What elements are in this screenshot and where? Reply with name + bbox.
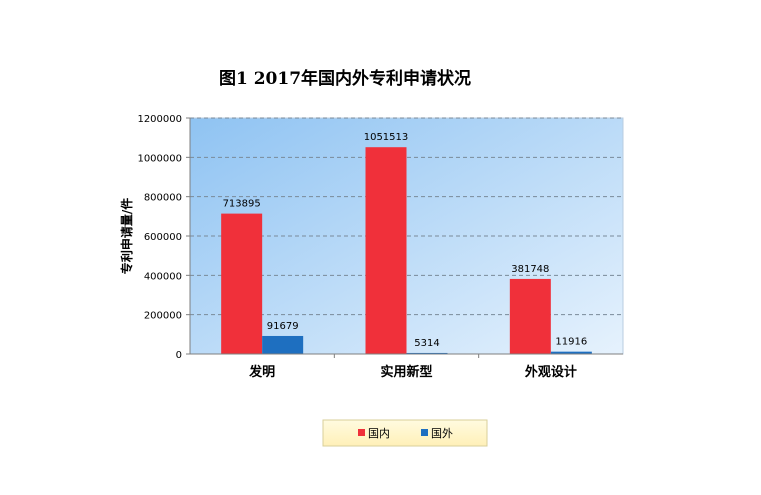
bar-foreign [550, 351, 592, 354]
category-label: 发明 [248, 364, 275, 380]
legend-box [322, 419, 488, 447]
bar-foreign [262, 335, 304, 354]
chart-title: 图1 2017年国内外专利申请状况 [219, 68, 471, 89]
category-label: 实用新型 [380, 364, 432, 380]
y-axis-label: 专利申请量/件 [119, 198, 134, 274]
bars [221, 147, 592, 354]
bar-domestic [509, 278, 551, 354]
y-tick-label: 1200000 [137, 114, 182, 125]
data-label: 91679 [267, 321, 299, 332]
data-label: 713895 [223, 199, 261, 210]
category-label: 外观设计 [524, 364, 577, 380]
y-tick-label: 200000 [144, 311, 182, 322]
data-label: 381748 [511, 264, 549, 275]
bar-foreign [406, 352, 448, 354]
y-axis-ticks: 0 200000 400000 600000 800000 1000000 1200000 [137, 114, 190, 361]
category-labels: 发明 实用新型 外观设计 [248, 354, 577, 380]
y-tick-label: 1000000 [137, 153, 182, 164]
legend-swatch-domestic [358, 429, 365, 436]
data-label: 1051513 [364, 132, 409, 143]
legend-swatch-foreign [421, 429, 428, 436]
data-label: 11916 [555, 337, 587, 348]
data-label: 5314 [414, 338, 439, 349]
bar-domestic [365, 147, 407, 354]
bar-domestic [221, 213, 263, 354]
data-labels: 713895 91679 1051513 5314 381748 11916 [223, 132, 588, 349]
y-tick-label: 0 [176, 350, 182, 361]
legend-label-domestic: 国内 [368, 426, 390, 440]
y-tick-label: 600000 [144, 232, 182, 243]
legend-label-foreign: 国外 [431, 427, 453, 440]
y-tick-label: 400000 [144, 271, 182, 282]
legend: 国内 国外 [322, 419, 488, 447]
y-tick-label: 800000 [144, 193, 182, 204]
